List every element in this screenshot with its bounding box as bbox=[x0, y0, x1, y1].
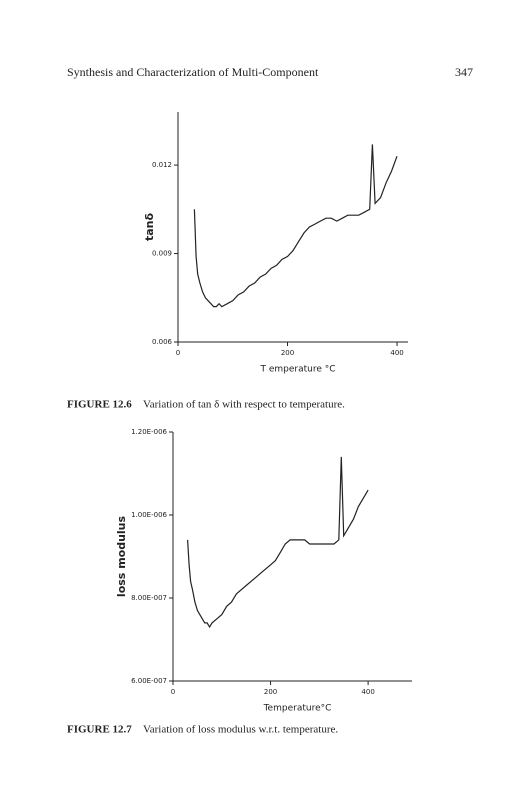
y-tick-label: 6.00E-007 bbox=[131, 677, 167, 685]
caption-label: FIGURE 12.6 bbox=[67, 399, 132, 411]
x-tick-label: 200 bbox=[264, 688, 277, 696]
running-head: Synthesis and Characterization of Multi-… bbox=[67, 65, 319, 79]
caption: Variation of tan δ with respect to tempe… bbox=[143, 399, 345, 411]
y-tick-label: 0.009 bbox=[152, 250, 172, 258]
x-tick-label: 0 bbox=[171, 688, 175, 696]
x-tick-label: 400 bbox=[390, 349, 403, 357]
y-tick-label: 0.012 bbox=[152, 161, 172, 169]
y-tick-label: 1.20E-006 bbox=[131, 428, 167, 436]
x-tick-label: 0 bbox=[176, 349, 180, 357]
caption: Variation of loss modulus w.r.t. tempera… bbox=[143, 724, 338, 736]
y-tick-label: 1.00E-006 bbox=[131, 511, 167, 519]
data-line bbox=[187, 456, 369, 629]
x-axis-label: Temperature°C bbox=[263, 704, 332, 714]
x-tick-label: 400 bbox=[361, 688, 374, 696]
caption-label: FIGURE 12.7 bbox=[67, 724, 132, 736]
x-axis-label: T emperature °C bbox=[259, 365, 335, 375]
y-tick-label: 0.006 bbox=[152, 338, 173, 346]
y-tick-label: 8.00E-007 bbox=[131, 594, 167, 602]
y-axis-label: tanδ bbox=[143, 213, 156, 242]
x-tick-label: 200 bbox=[281, 349, 294, 357]
y-axis-label: loss modulus bbox=[115, 515, 128, 597]
page-number: 347 bbox=[455, 65, 473, 79]
data-line bbox=[193, 144, 398, 308]
